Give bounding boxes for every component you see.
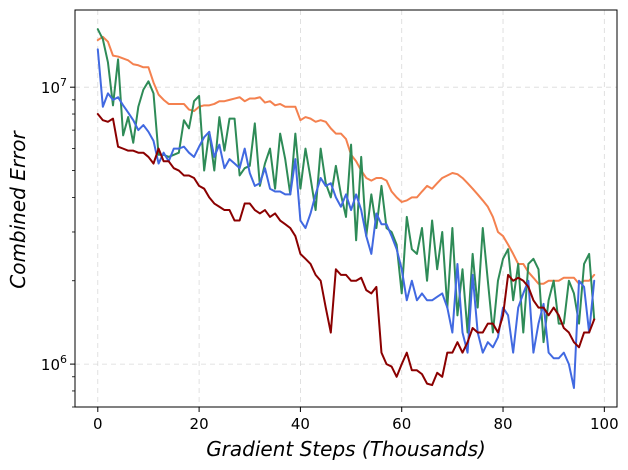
x-tick-label: 0 (93, 415, 103, 433)
axes (70, 9, 618, 412)
series-line-4 (96, 113, 596, 387)
x-tick-label: 40 (291, 415, 310, 433)
y-tick-label: 107 (41, 76, 67, 97)
series-line-3 (96, 48, 596, 389)
plot-frame (74, 9, 618, 408)
y-axis-label: Combined Error (6, 129, 30, 288)
series-line-2 (96, 28, 596, 344)
y-tick-label: 106 (41, 353, 67, 374)
x-tick-label: 100 (590, 415, 619, 433)
series-line-1 (96, 35, 596, 285)
x-axis-label: Gradient Steps (Thousands) (206, 437, 486, 461)
grid-lines (75, 10, 617, 407)
x-tick-label: 80 (493, 415, 512, 433)
x-tick-label: 60 (392, 415, 411, 433)
tick-labels: 0 20 40 60 80 100 106 107 (41, 76, 619, 433)
x-tick-label: 20 (190, 415, 209, 433)
series-lines (96, 28, 596, 389)
